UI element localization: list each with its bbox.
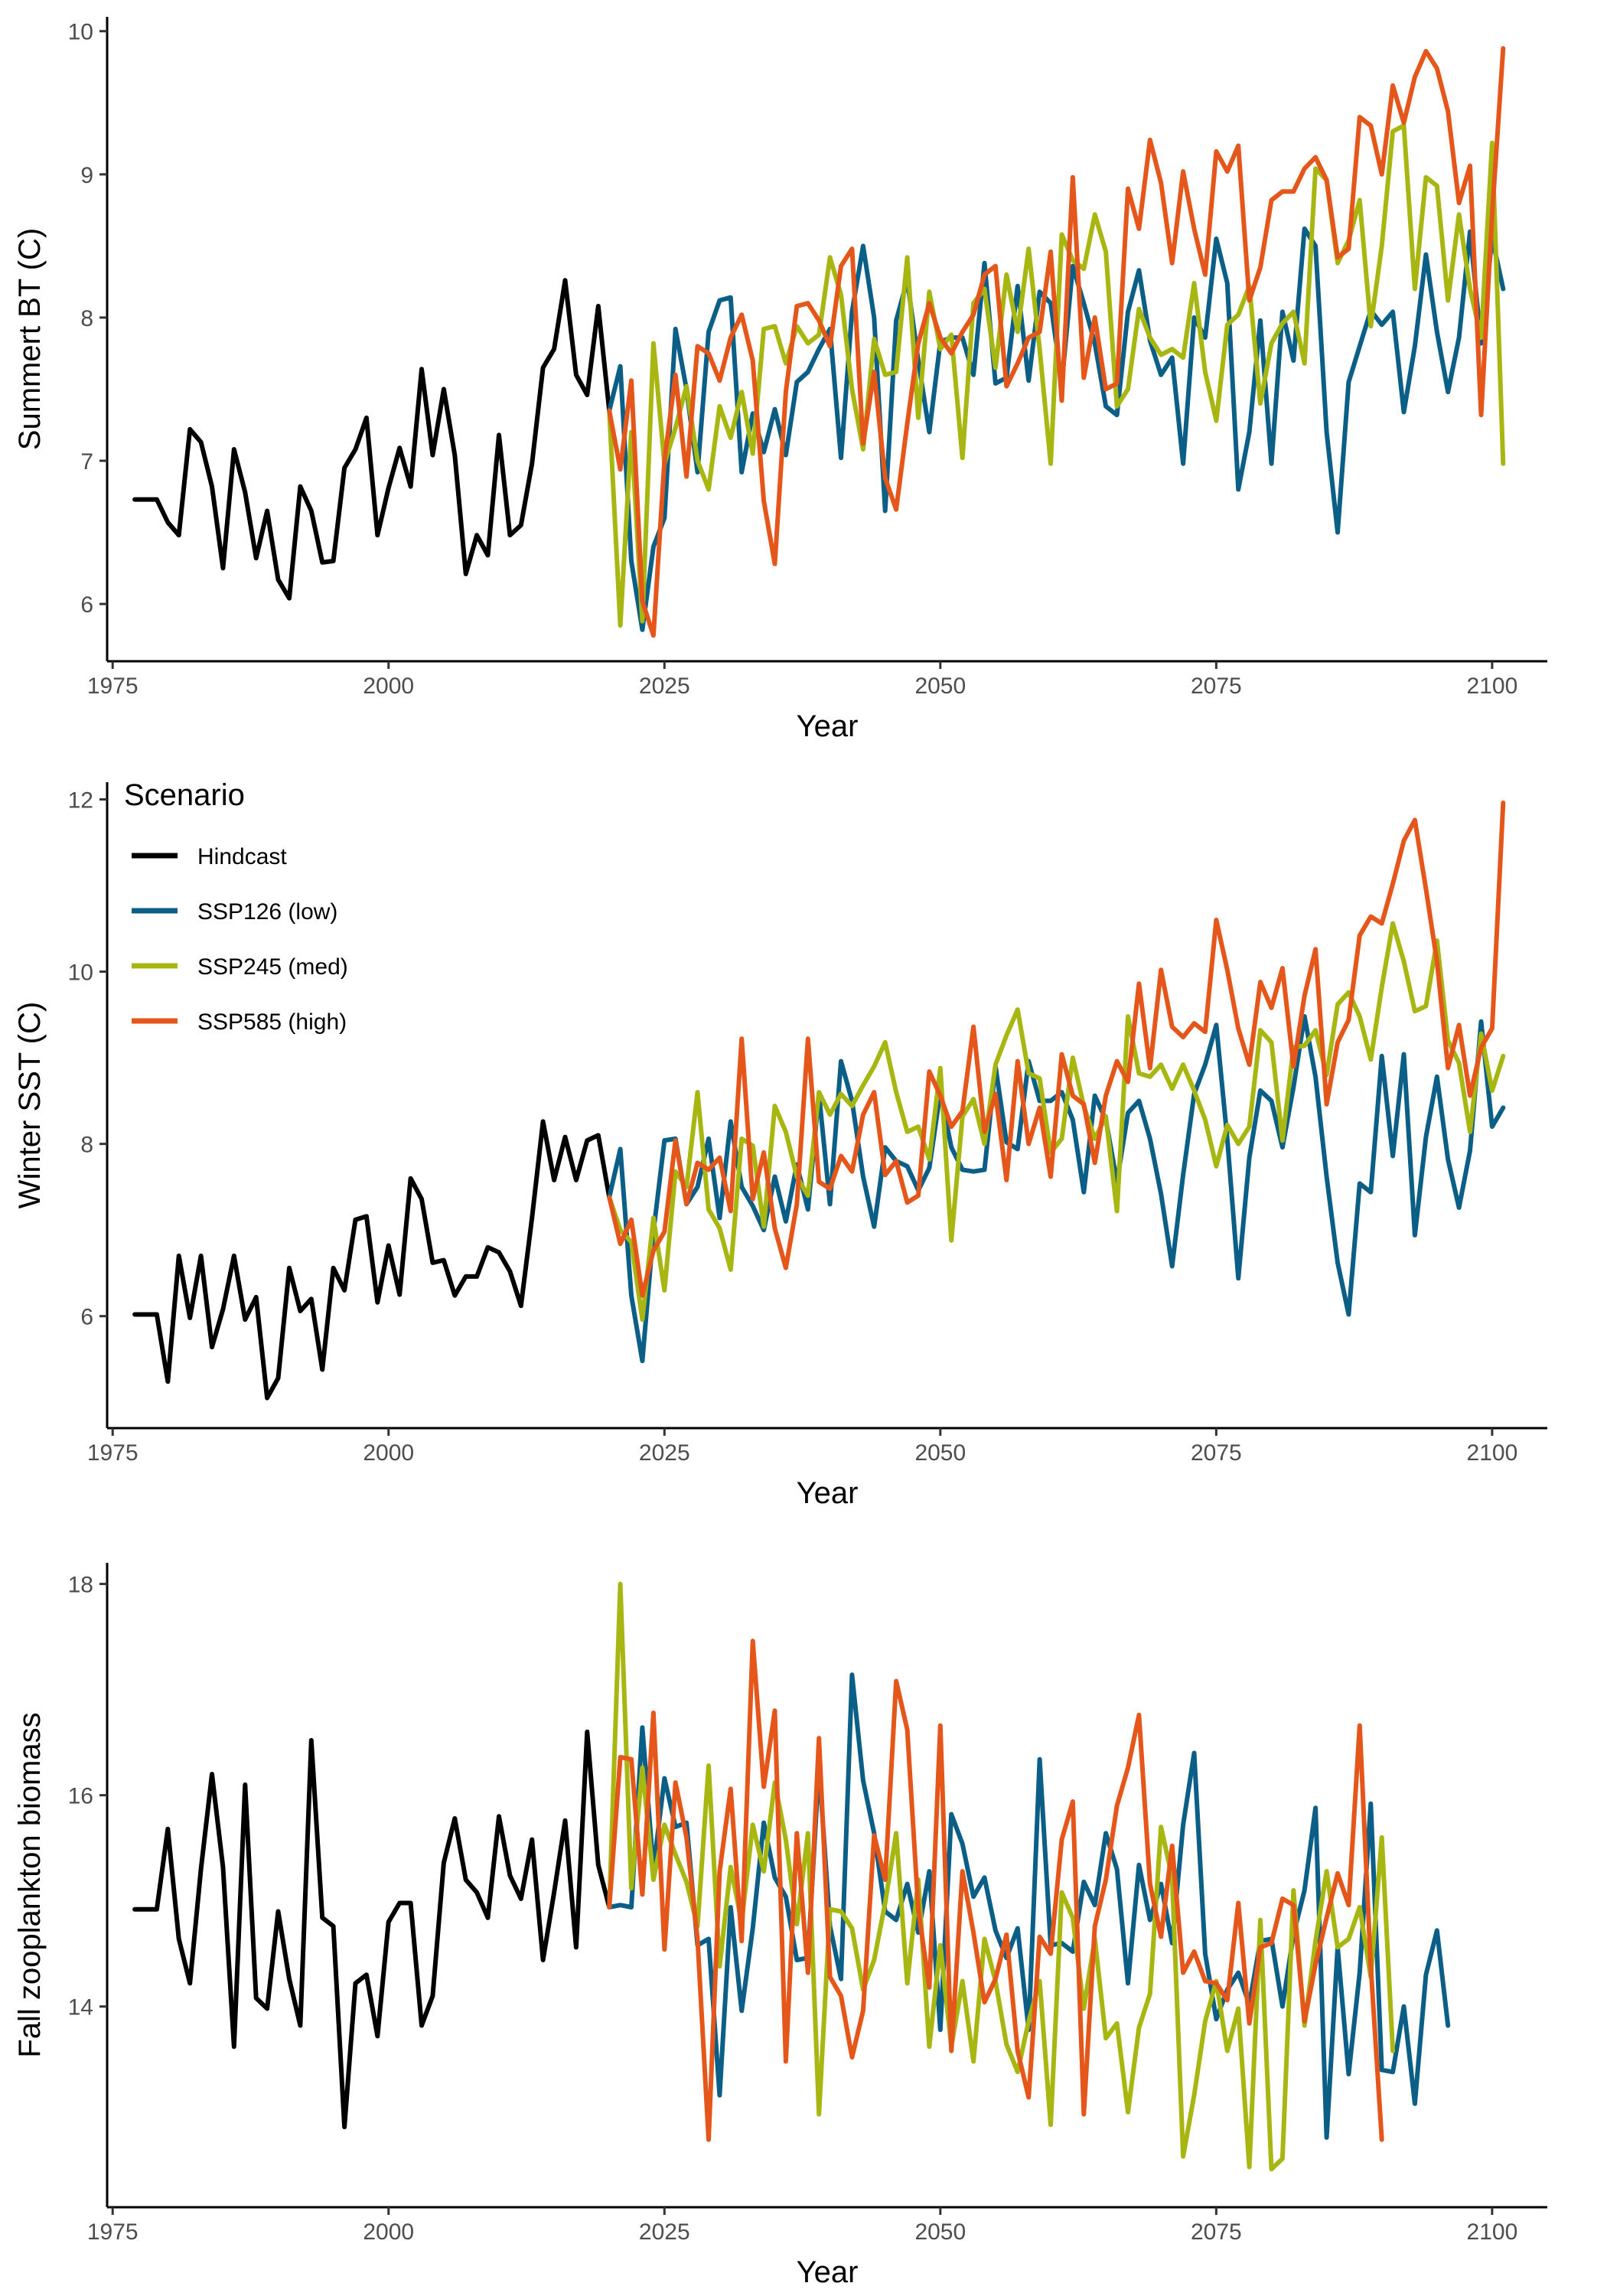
legend: Scenario Hindcast SSP126 (low) SSP245 (m… [116, 773, 407, 1064]
y-tick-label: 10 [68, 960, 93, 986]
y-tick-label: 10 [68, 20, 93, 45]
legend-label-ssp245: SSP245 (med) [197, 954, 348, 980]
x-axis-title: Year [797, 2255, 859, 2289]
x-axis-title: Year [797, 1476, 859, 1510]
x-tick-label: 2100 [1467, 2219, 1518, 2245]
y-axis-title: Fall zooplankton biomass [13, 1712, 47, 2057]
x-tick-label: 1975 [87, 1440, 139, 1466]
y-tick-label: 8 [80, 306, 93, 331]
series-line-ssp245-med [607, 1581, 1396, 2172]
y-tick-label: 9 [80, 163, 93, 188]
x-tick-label: 2075 [1191, 673, 1242, 699]
x-tick-label: 2050 [914, 673, 966, 699]
series-line-hindcast [132, 1119, 612, 1401]
winter-sst-panel: 1975 2000 2025 2050 2075 2100 6 8 10 12 Year Winter… [13, 782, 1547, 1510]
series-line-hindcast [132, 1729, 612, 2130]
y-tick-label: 6 [80, 1305, 93, 1330]
x-tick-label: 2025 [639, 2219, 690, 2245]
y-tick-label: 12 [68, 788, 93, 814]
x-tick-label: 2000 [363, 673, 414, 699]
legend-background [116, 773, 407, 1064]
y-axis-title: Winter SST (C) [13, 1002, 47, 1208]
y-axis-title: Summert BT (C) [13, 228, 47, 450]
y-tick-label: 16 [68, 1784, 93, 1809]
x-tick-label: 2025 [639, 673, 690, 699]
x-tick-label: 2075 [1191, 2219, 1242, 2245]
x-tick-label: 2100 [1467, 1440, 1518, 1466]
summer-bt-panel: 1975 2000 2025 2050 2075 2100 6 7 8 9 10 Year Summer… [13, 17, 1547, 743]
x-tick-label: 1975 [87, 673, 139, 699]
y-tick-label: 18 [68, 1573, 93, 1598]
x-tick-label: 2000 [363, 1440, 414, 1466]
legend-label-hindcast: Hindcast [197, 844, 287, 869]
y-tick-label: 7 [80, 449, 93, 475]
x-tick-label: 2100 [1467, 673, 1518, 699]
series-line-ssp585-high [607, 1639, 1384, 2142]
x-tick-label: 2075 [1191, 1440, 1242, 1466]
series-line-hindcast [132, 278, 612, 601]
legend-label-ssp126: SSP126 (low) [197, 899, 337, 925]
series-line-ssp585-high [607, 801, 1506, 1298]
fall-zooplankton-panel: 1975 2000 2025 2050 2075 2100 14 16 18 Year Fall z… [13, 1563, 1547, 2289]
x-axis-title: Year [797, 709, 859, 743]
series-line-ssp245-med [607, 123, 1506, 628]
x-tick-label: 1975 [87, 2219, 139, 2245]
x-tick-label: 2000 [363, 2219, 414, 2245]
series-line-ssp245-med [607, 921, 1506, 1322]
x-tick-label: 2050 [914, 1440, 966, 1466]
x-tick-label: 2050 [914, 2219, 966, 2245]
legend-label-ssp585: SSP585 (high) [197, 1009, 347, 1035]
y-tick-label: 8 [80, 1133, 93, 1158]
x-tick-label: 2025 [639, 1440, 690, 1466]
y-tick-label: 14 [68, 1995, 93, 2020]
legend-title: Scenario [124, 778, 245, 812]
series-line-ssp585-high [607, 46, 1506, 638]
y-tick-label: 6 [80, 592, 93, 618]
